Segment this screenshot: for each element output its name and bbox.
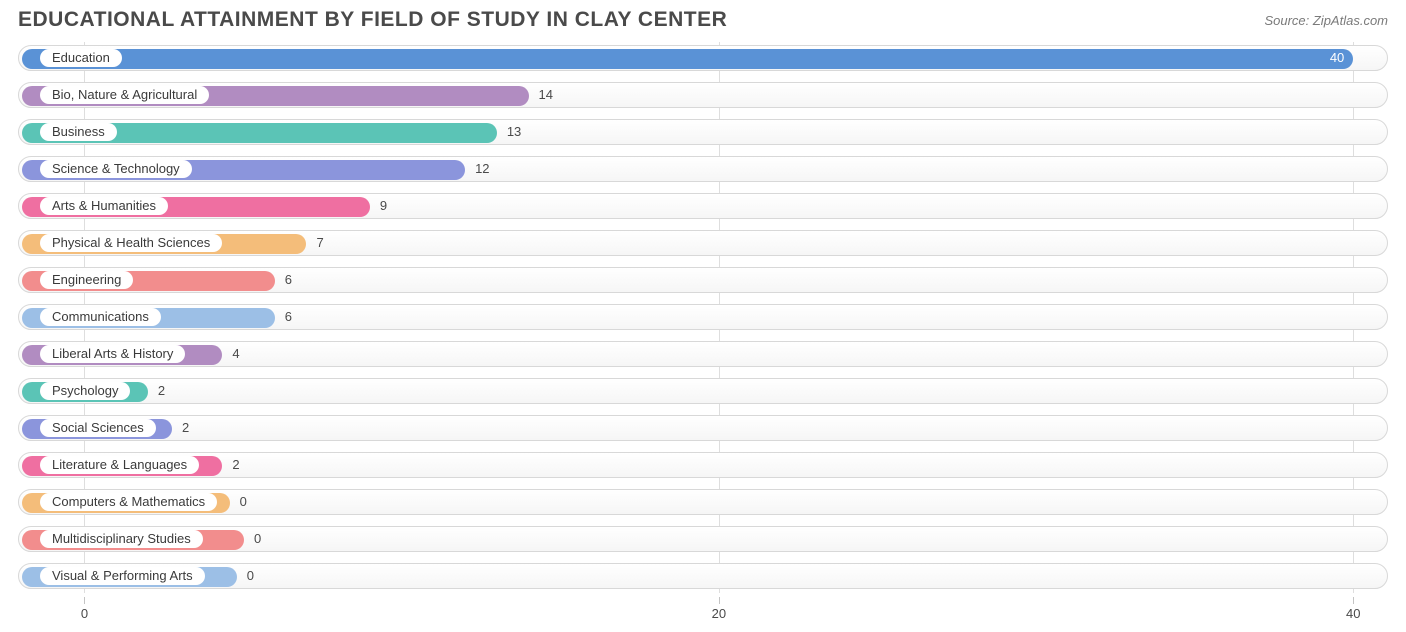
bar-value: 40 (1330, 49, 1344, 67)
bar-label: Literature & Languages (40, 456, 199, 474)
bar-value: 13 (507, 123, 521, 141)
x-tick-mark (84, 597, 85, 604)
bar-value: 6 (285, 308, 292, 326)
bar-label: Arts & Humanities (40, 197, 168, 215)
x-tick-label: 40 (1346, 606, 1360, 621)
chart-source: Source: ZipAtlas.com (1264, 13, 1388, 28)
bar-value: 9 (380, 197, 387, 215)
bar-row: Communications 6 (18, 301, 1388, 334)
bar-value: 0 (254, 530, 261, 548)
chart-header: EDUCATIONAL ATTAINMENT BY FIELD OF STUDY… (0, 0, 1406, 38)
bar-track (18, 415, 1388, 441)
bar-label: Business (40, 123, 117, 141)
bar-row: Education 40 (18, 42, 1388, 75)
bar-row: Computers & Mathematics 0 (18, 486, 1388, 519)
bar-row: Business 13 (18, 116, 1388, 149)
bar-label: Social Sciences (40, 419, 156, 437)
bar-value: 12 (475, 160, 489, 178)
bar-label: Visual & Performing Arts (40, 567, 205, 585)
bar-value: 2 (182, 419, 189, 437)
x-tick-mark (719, 597, 720, 604)
chart-title: EDUCATIONAL ATTAINMENT BY FIELD OF STUDY… (18, 8, 727, 32)
x-tick-label: 0 (81, 606, 88, 621)
x-tick-label: 20 (712, 606, 726, 621)
bar-row: Bio, Nature & Agricultural 14 (18, 79, 1388, 112)
bar-row: Engineering 6 (18, 264, 1388, 297)
x-tick-mark (1353, 597, 1354, 604)
bar-row: Multidisciplinary Studies 0 (18, 523, 1388, 556)
bar-label: Computers & Mathematics (40, 493, 217, 511)
x-tick: 40 (1353, 597, 1354, 604)
bars-container: Education40Bio, Nature & Agricultural14B… (18, 42, 1388, 593)
bar-track (18, 378, 1388, 404)
bar-label: Multidisciplinary Studies (40, 530, 203, 548)
bar-label: Bio, Nature & Agricultural (40, 86, 209, 104)
bar-value: 0 (247, 567, 254, 585)
bar-row: Arts & Humanities 9 (18, 190, 1388, 223)
bar-value: 4 (232, 345, 239, 363)
bar-row: Literature & Languages 2 (18, 449, 1388, 482)
bar-label: Psychology (40, 382, 130, 400)
bar-value: 6 (285, 271, 292, 289)
bar-row: Psychology 2 (18, 375, 1388, 408)
bar-row: Social Sciences 2 (18, 412, 1388, 445)
bar-value: 14 (539, 86, 553, 104)
bar-fill (22, 49, 1353, 69)
bar-label: Liberal Arts & History (40, 345, 185, 363)
bar-value: 2 (232, 456, 239, 474)
bar-track (18, 452, 1388, 478)
bar-row: Visual & Performing Arts 0 (18, 560, 1388, 593)
bar-track (18, 341, 1388, 367)
bar-value: 2 (158, 382, 165, 400)
bar-label: Education (40, 49, 122, 67)
x-axis: 0 20 40 (18, 597, 1388, 627)
bar-value: 0 (240, 493, 247, 511)
bar-row: Liberal Arts & History 4 (18, 338, 1388, 371)
chart-area: Education40Bio, Nature & Agricultural14B… (0, 38, 1406, 627)
bar-row: Science & Technology 12 (18, 153, 1388, 186)
bar-value: 7 (316, 234, 323, 252)
x-tick: 20 (719, 597, 720, 604)
x-tick: 0 (84, 597, 85, 604)
bar-label: Science & Technology (40, 160, 192, 178)
bar-label: Communications (40, 308, 161, 326)
bar-label: Physical & Health Sciences (40, 234, 222, 252)
bar-label: Engineering (40, 271, 133, 289)
bar-row: Physical & Health Sciences 7 (18, 227, 1388, 260)
